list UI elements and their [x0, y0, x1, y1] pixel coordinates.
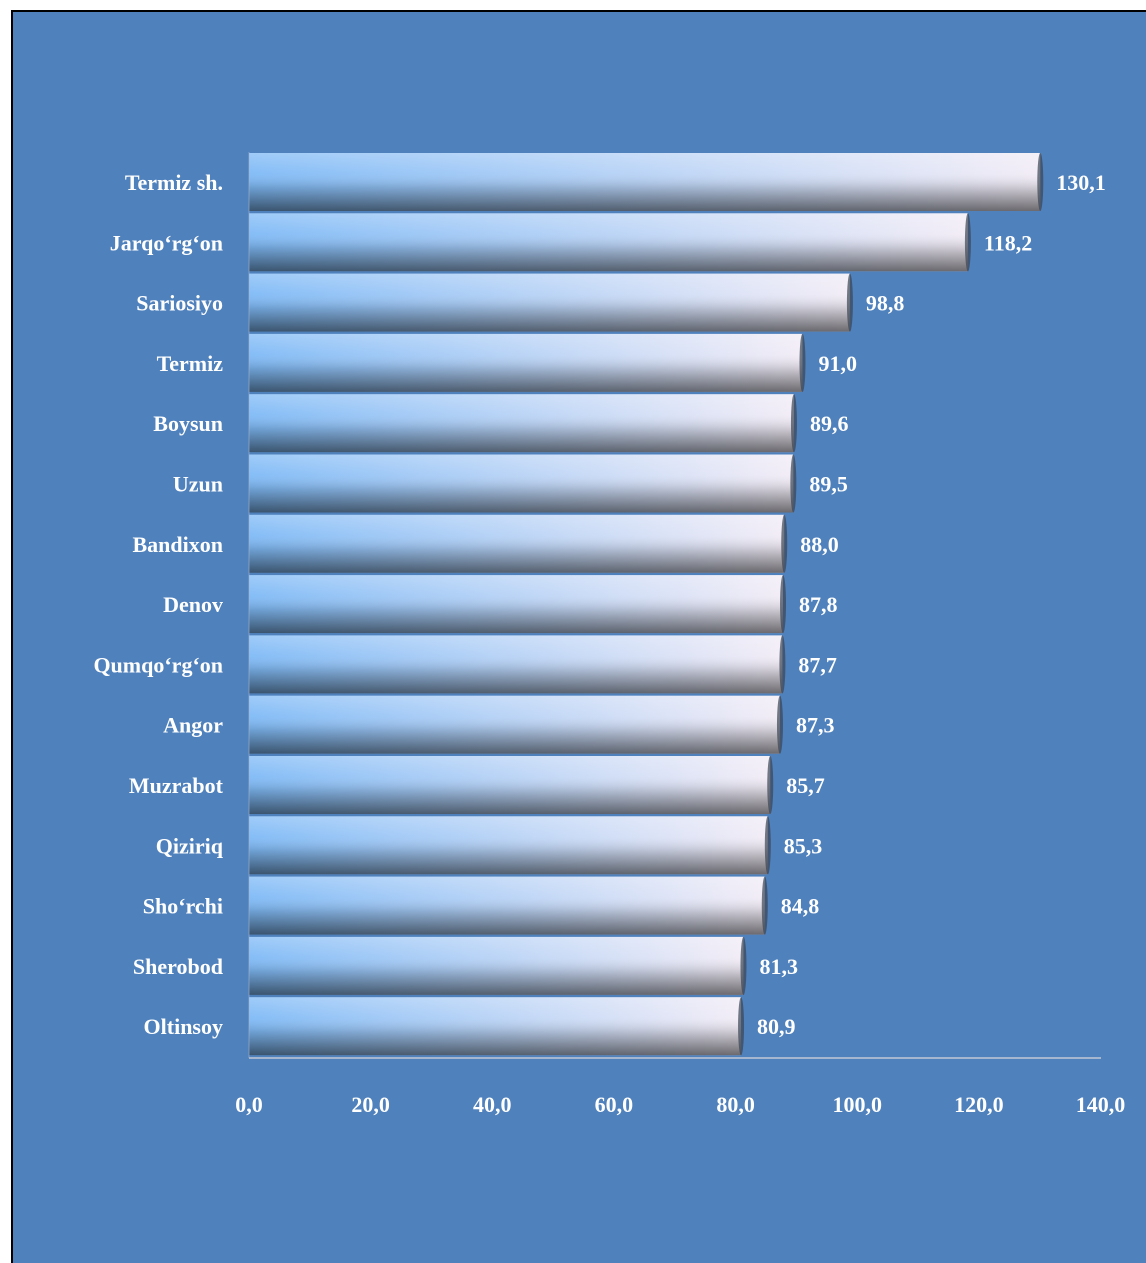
category-label: Termiz sh. [125, 170, 223, 195]
bar-12 [249, 816, 771, 875]
bar-shade [249, 575, 784, 634]
category-label: Uzun [173, 472, 223, 497]
category-label: Qiziriq [156, 833, 224, 858]
bar-cap [781, 514, 788, 573]
data-label: 98,8 [866, 291, 905, 316]
bar-11 [249, 756, 774, 814]
category-label: Sherobod [133, 954, 223, 979]
x-tick-label: 60,0 [595, 1092, 634, 1117]
bar-shade [249, 756, 771, 814]
bar-cap [776, 695, 783, 754]
data-label: 88,0 [800, 532, 839, 557]
category-label: Sariosiyo [136, 291, 223, 316]
bar-2 [249, 213, 971, 272]
bar-4 [249, 333, 806, 392]
data-label: 87,7 [798, 652, 837, 677]
bar-shade [249, 394, 794, 453]
category-label: Denov [163, 592, 223, 617]
bar-cap [790, 454, 797, 513]
data-label: 87,8 [799, 592, 838, 617]
data-label: 89,5 [809, 472, 848, 497]
data-label: 130,1 [1056, 170, 1106, 195]
bar-6 [249, 454, 797, 513]
bar-cap [779, 635, 786, 694]
bar-shade [249, 454, 794, 513]
bar-7 [249, 514, 788, 573]
bars-layer [249, 153, 1044, 1056]
data-label: 80,9 [757, 1014, 796, 1039]
category-label: Termiz [157, 351, 224, 376]
category-label: Qumqo‘rg‘on [93, 652, 223, 677]
x-tick-label: 20,0 [351, 1092, 390, 1117]
data-label: 87,3 [796, 713, 835, 738]
bar-cap [799, 333, 806, 392]
bar-cap [1037, 153, 1044, 211]
x-axis: 0,0 20,0 40,0 60,0 80,0 100,0 120,0 140,0 [235, 152, 1125, 1117]
bar-shade [249, 153, 1041, 211]
x-tick-label: 0,0 [235, 1092, 263, 1117]
chart-frame: 0,0 20,0 40,0 60,0 80,0 100,0 120,0 140,0 Termi… [11, 10, 1146, 1263]
bar-chart: 0,0 20,0 40,0 60,0 80,0 100,0 120,0 140,0 Termi… [93, 152, 1125, 1117]
bar-cap [964, 213, 971, 272]
data-label: 81,3 [759, 954, 798, 979]
bar-shade [249, 635, 783, 694]
bar-shade [249, 333, 803, 392]
bar-shade [249, 273, 850, 332]
bar-cap [780, 575, 787, 634]
bar-cap [740, 936, 747, 995]
x-tick-label: 80,0 [716, 1092, 755, 1117]
bar-shade [249, 936, 744, 995]
bar-shade [249, 695, 780, 754]
bar-14 [249, 936, 747, 995]
x-tick-label: 100,0 [832, 1092, 882, 1117]
data-label: 84,8 [781, 894, 820, 919]
category-label: Muzrabot [129, 773, 224, 798]
data-label: 85,3 [784, 833, 823, 858]
category-label: Angor [163, 713, 223, 738]
bar-cap [767, 756, 774, 814]
data-label: 89,6 [810, 411, 849, 436]
category-label: Bandixon [133, 532, 224, 557]
bar-cap [790, 394, 797, 453]
data-label: 85,7 [786, 773, 825, 798]
data-label: 91,0 [818, 351, 857, 376]
data-label: 118,2 [984, 230, 1032, 255]
category-label: Oltinsoy [144, 1014, 223, 1039]
bar-shade [249, 816, 768, 875]
x-tick-label: 120,0 [954, 1092, 1004, 1117]
bar-15 [249, 997, 745, 1056]
bar-cap [846, 273, 853, 332]
labels-layer: Termiz sh. 130,1 Jarqo‘rg‘on 118,2 Sariosiyo… [93, 170, 1105, 1039]
x-tick-label: 40,0 [473, 1092, 512, 1117]
bar-9 [249, 635, 786, 694]
bar-5 [249, 394, 797, 453]
x-tick-label: 140,0 [1076, 1092, 1126, 1117]
category-label: Boysun [153, 411, 223, 436]
bar-shade [249, 213, 968, 272]
bar-1 [249, 153, 1044, 211]
bar-cap [738, 997, 745, 1056]
bar-cap [761, 876, 768, 935]
bar-8 [249, 575, 787, 634]
category-label: Sho‘rchi [143, 894, 223, 919]
bar-cap [764, 816, 771, 875]
bar-shade [249, 514, 785, 573]
category-label: Jarqo‘rg‘on [110, 230, 223, 255]
bar-3 [249, 273, 853, 332]
bar-shade [249, 876, 765, 935]
bar-13 [249, 876, 768, 935]
bar-shade [249, 997, 742, 1056]
bar-10 [249, 695, 783, 754]
